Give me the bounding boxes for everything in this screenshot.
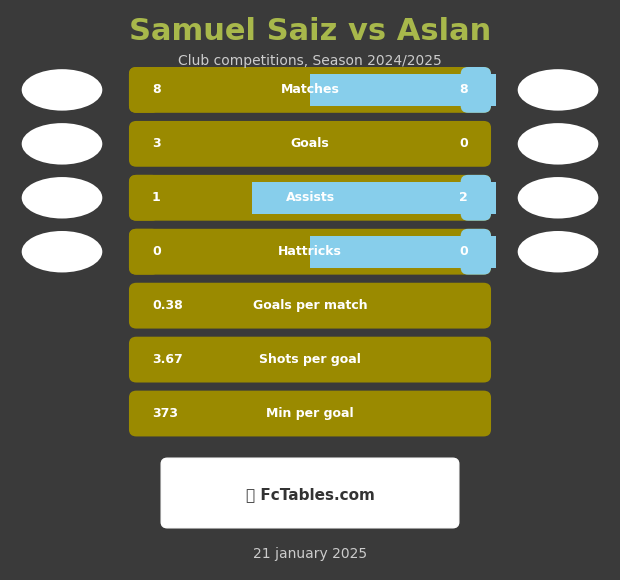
Ellipse shape bbox=[518, 177, 598, 219]
FancyBboxPatch shape bbox=[136, 182, 252, 213]
Text: Assists: Assists bbox=[285, 191, 335, 204]
FancyBboxPatch shape bbox=[129, 175, 159, 220]
Text: 3: 3 bbox=[152, 137, 161, 150]
FancyBboxPatch shape bbox=[136, 74, 310, 106]
Ellipse shape bbox=[518, 123, 598, 165]
FancyBboxPatch shape bbox=[129, 336, 491, 383]
Text: 3.67: 3.67 bbox=[152, 353, 183, 366]
Text: 373: 373 bbox=[152, 407, 178, 420]
Text: Hattricks: Hattricks bbox=[278, 245, 342, 258]
Text: Matches: Matches bbox=[281, 84, 339, 96]
FancyBboxPatch shape bbox=[461, 229, 491, 275]
FancyBboxPatch shape bbox=[136, 235, 310, 268]
FancyBboxPatch shape bbox=[461, 67, 491, 113]
FancyBboxPatch shape bbox=[129, 175, 491, 220]
Text: 0: 0 bbox=[152, 245, 161, 258]
FancyBboxPatch shape bbox=[129, 67, 491, 113]
Text: Goals per match: Goals per match bbox=[253, 299, 367, 312]
Ellipse shape bbox=[22, 123, 102, 165]
Text: 8: 8 bbox=[152, 84, 161, 96]
Ellipse shape bbox=[518, 231, 598, 273]
Ellipse shape bbox=[518, 69, 598, 111]
Ellipse shape bbox=[22, 69, 102, 111]
Text: Goals: Goals bbox=[291, 137, 329, 150]
Bar bbox=[310, 235, 496, 268]
Bar bbox=[252, 182, 496, 213]
Text: 21 january 2025: 21 january 2025 bbox=[253, 547, 367, 561]
Bar bbox=[310, 74, 496, 106]
FancyBboxPatch shape bbox=[461, 175, 491, 220]
FancyBboxPatch shape bbox=[129, 229, 159, 275]
Ellipse shape bbox=[22, 177, 102, 219]
Text: 0: 0 bbox=[459, 245, 468, 258]
FancyBboxPatch shape bbox=[129, 283, 491, 328]
FancyBboxPatch shape bbox=[161, 458, 459, 528]
Text: Shots per goal: Shots per goal bbox=[259, 353, 361, 366]
Text: 2: 2 bbox=[459, 191, 468, 204]
Text: Min per goal: Min per goal bbox=[266, 407, 354, 420]
Ellipse shape bbox=[22, 231, 102, 273]
FancyBboxPatch shape bbox=[129, 229, 491, 275]
FancyBboxPatch shape bbox=[129, 121, 491, 167]
Text: 0: 0 bbox=[459, 137, 468, 150]
Text: 0.38: 0.38 bbox=[152, 299, 183, 312]
Text: Club competitions, Season 2024/2025: Club competitions, Season 2024/2025 bbox=[178, 54, 442, 68]
Text: ⬛ FcTables.com: ⬛ FcTables.com bbox=[246, 487, 374, 502]
FancyBboxPatch shape bbox=[129, 391, 491, 437]
FancyBboxPatch shape bbox=[129, 67, 159, 113]
Text: 1: 1 bbox=[152, 191, 161, 204]
Text: 8: 8 bbox=[459, 84, 468, 96]
Text: Samuel Saiz vs Aslan: Samuel Saiz vs Aslan bbox=[129, 17, 491, 46]
